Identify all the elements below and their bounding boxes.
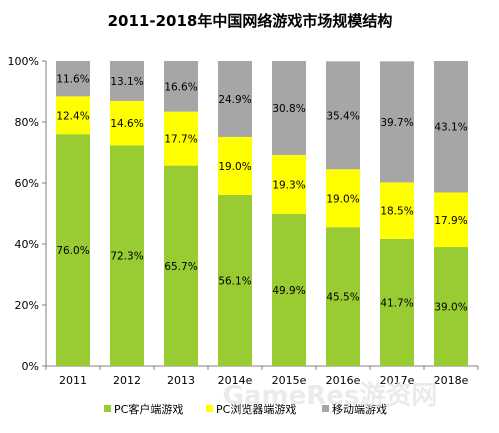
bar-segment: [272, 61, 306, 155]
data-label: 72.3%: [110, 251, 143, 263]
bar-segment: [326, 227, 360, 366]
bar-segment: [434, 192, 468, 248]
bar-segment: [272, 154, 306, 214]
x-tick-label: 2015e: [272, 374, 307, 387]
x-tick-label: 2011: [59, 374, 87, 387]
bar-segment: [164, 165, 198, 366]
data-label: 39.7%: [380, 117, 413, 129]
bar-segment: [380, 182, 414, 239]
data-label: 49.9%: [272, 285, 305, 297]
y-tick-label: 20%: [15, 299, 39, 312]
y-tick-label: 80%: [15, 116, 39, 129]
bar-segment: [110, 100, 144, 146]
legend-swatch: [104, 405, 111, 412]
y-tick-label: 40%: [15, 238, 39, 251]
legend-swatch: [206, 405, 213, 412]
data-label: 24.9%: [218, 94, 251, 106]
x-tick-label: 2018e: [434, 374, 469, 387]
bar-segment: [326, 61, 360, 170]
bar-segment: [56, 134, 90, 366]
data-label: 19.0%: [218, 161, 251, 173]
data-label: 18.5%: [380, 206, 413, 218]
data-label: 16.6%: [164, 81, 197, 93]
x-tick-label: 2017e: [380, 374, 415, 387]
bar-segment: [218, 61, 252, 137]
data-label: 35.4%: [326, 110, 359, 122]
y-tick-label: 0%: [22, 360, 39, 373]
data-label: 11.6%: [56, 74, 89, 86]
data-label: 13.1%: [110, 76, 143, 88]
x-tick-label: 2013: [167, 374, 195, 387]
bar-segment: [164, 61, 198, 112]
bar-segment: [110, 61, 144, 101]
legend: PC客户端游戏 PC浏览器端游戏 移动端游戏: [104, 402, 387, 416]
bar-segment: [326, 169, 360, 228]
bar-segment: [110, 145, 144, 366]
data-label: 14.6%: [110, 118, 143, 130]
y-tick-label: 60%: [15, 177, 39, 190]
x-tick-label: 2016e: [326, 374, 361, 387]
bar-segment: [434, 247, 468, 366]
bar-segment: [56, 96, 90, 135]
legend-swatch: [322, 405, 329, 412]
bar-segment: [380, 61, 414, 183]
data-label: 56.1%: [218, 275, 251, 287]
chart-title: 2011-2018年中国网络游戏市场规模结构: [108, 12, 393, 30]
x-tick-label: 2012: [113, 374, 141, 387]
bar-segment: [56, 61, 90, 97]
data-label: 76.0%: [56, 245, 89, 257]
watermark: GameRes游资网: [223, 381, 438, 411]
data-label: 43.1%: [434, 122, 467, 134]
bar-segment: [218, 136, 252, 195]
x-tick-label: 2014e: [218, 374, 253, 387]
bar-segment: [272, 213, 306, 366]
legend-label: 移动端游戏: [332, 403, 387, 416]
y-tick-label: 100%: [8, 55, 39, 68]
data-label: 12.4%: [56, 110, 89, 122]
legend-label: PC客户端游戏: [114, 402, 183, 416]
data-label: 65.7%: [164, 261, 197, 273]
data-label: 19.0%: [326, 193, 359, 205]
data-label: 39.0%: [434, 302, 467, 314]
data-label: 30.8%: [272, 103, 305, 115]
bar-segment: [164, 111, 198, 166]
plot-area: 0% 20% 40% 60% 80% 100% 76.0% 12.4% 11.6% 2011 72.…: [8, 55, 479, 387]
data-label: 45.5%: [326, 292, 359, 304]
data-label: 17.7%: [164, 134, 197, 146]
bar-segment: [434, 61, 468, 193]
bar-segment: [218, 194, 252, 366]
data-label: 19.3%: [272, 179, 305, 191]
bar-segment: [380, 238, 414, 366]
legend-label: PC浏览器端游戏: [216, 402, 296, 416]
data-label: 41.7%: [380, 297, 413, 309]
data-label: 17.9%: [434, 215, 467, 227]
